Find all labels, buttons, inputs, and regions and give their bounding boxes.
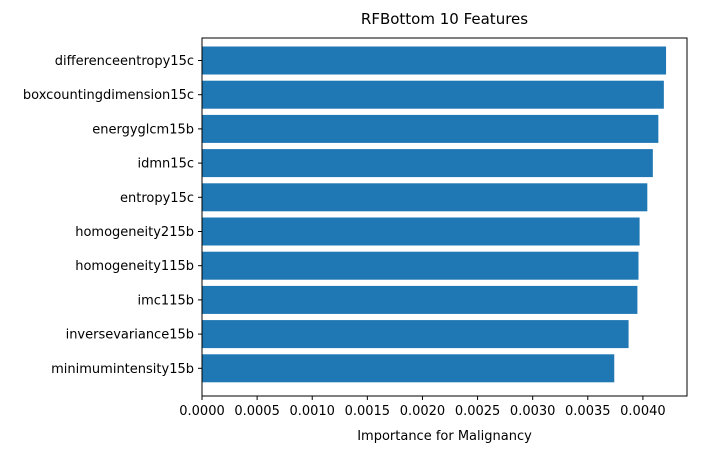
x-axis-title: Importance for Malignancy xyxy=(357,429,532,444)
y-tick-label: homogeneity115b xyxy=(75,259,194,274)
bar-homogeneity115b xyxy=(202,251,639,280)
bar-idmn15c xyxy=(202,149,653,178)
bar-differenceentropy15c xyxy=(202,46,667,75)
x-tick-label: 0.0035 xyxy=(565,404,611,419)
bar-imc115b xyxy=(202,285,638,314)
chart-title: RFBottom 10 Features xyxy=(361,10,528,28)
y-tick-label: idmn15c xyxy=(138,157,194,172)
y-tick-label: differenceentropy15c xyxy=(55,54,194,69)
x-tick-label: 0.0020 xyxy=(400,404,446,419)
bar-homogeneity215b xyxy=(202,217,640,246)
bars-group xyxy=(202,46,667,383)
y-tick-label: boxcountingdimension15c xyxy=(23,88,194,103)
y-tick-label: energyglcm15b xyxy=(92,122,194,137)
x-tick-label: 0.0015 xyxy=(345,404,391,419)
y-tick-label: minimumintensity15b xyxy=(51,362,194,377)
x-tick-label: 0.0010 xyxy=(289,404,335,419)
y-tick-label: entropy15c xyxy=(120,191,194,206)
y-tick-label: inversevariance15b xyxy=(66,328,194,343)
bar-minimumintensity15b xyxy=(202,354,615,383)
x-tick-label: 0.0000 xyxy=(179,404,225,419)
bar-inversevariance15b xyxy=(202,320,629,349)
plot-frame xyxy=(201,37,688,397)
bar-entropy15c xyxy=(202,183,648,212)
x-tick-label: 0.0025 xyxy=(455,404,501,419)
y-axis-ticks: differenceentropy15c boxcountingdimension… xyxy=(23,54,202,377)
x-tick-label: 0.0040 xyxy=(620,404,666,419)
x-axis-ticks: 0.0000 0.0005 0.0010 0.0015 0.0020 0.0025 0.00… xyxy=(179,396,666,419)
x-tick-label: 0.0030 xyxy=(510,404,556,419)
y-tick-label: homogeneity215b xyxy=(75,225,194,240)
bar-energyglcm15b xyxy=(202,114,659,143)
y-tick-label: imc115b xyxy=(138,293,195,308)
x-tick-label: 0.0005 xyxy=(234,404,280,419)
bar-boxcountingdimension15c xyxy=(202,80,664,109)
